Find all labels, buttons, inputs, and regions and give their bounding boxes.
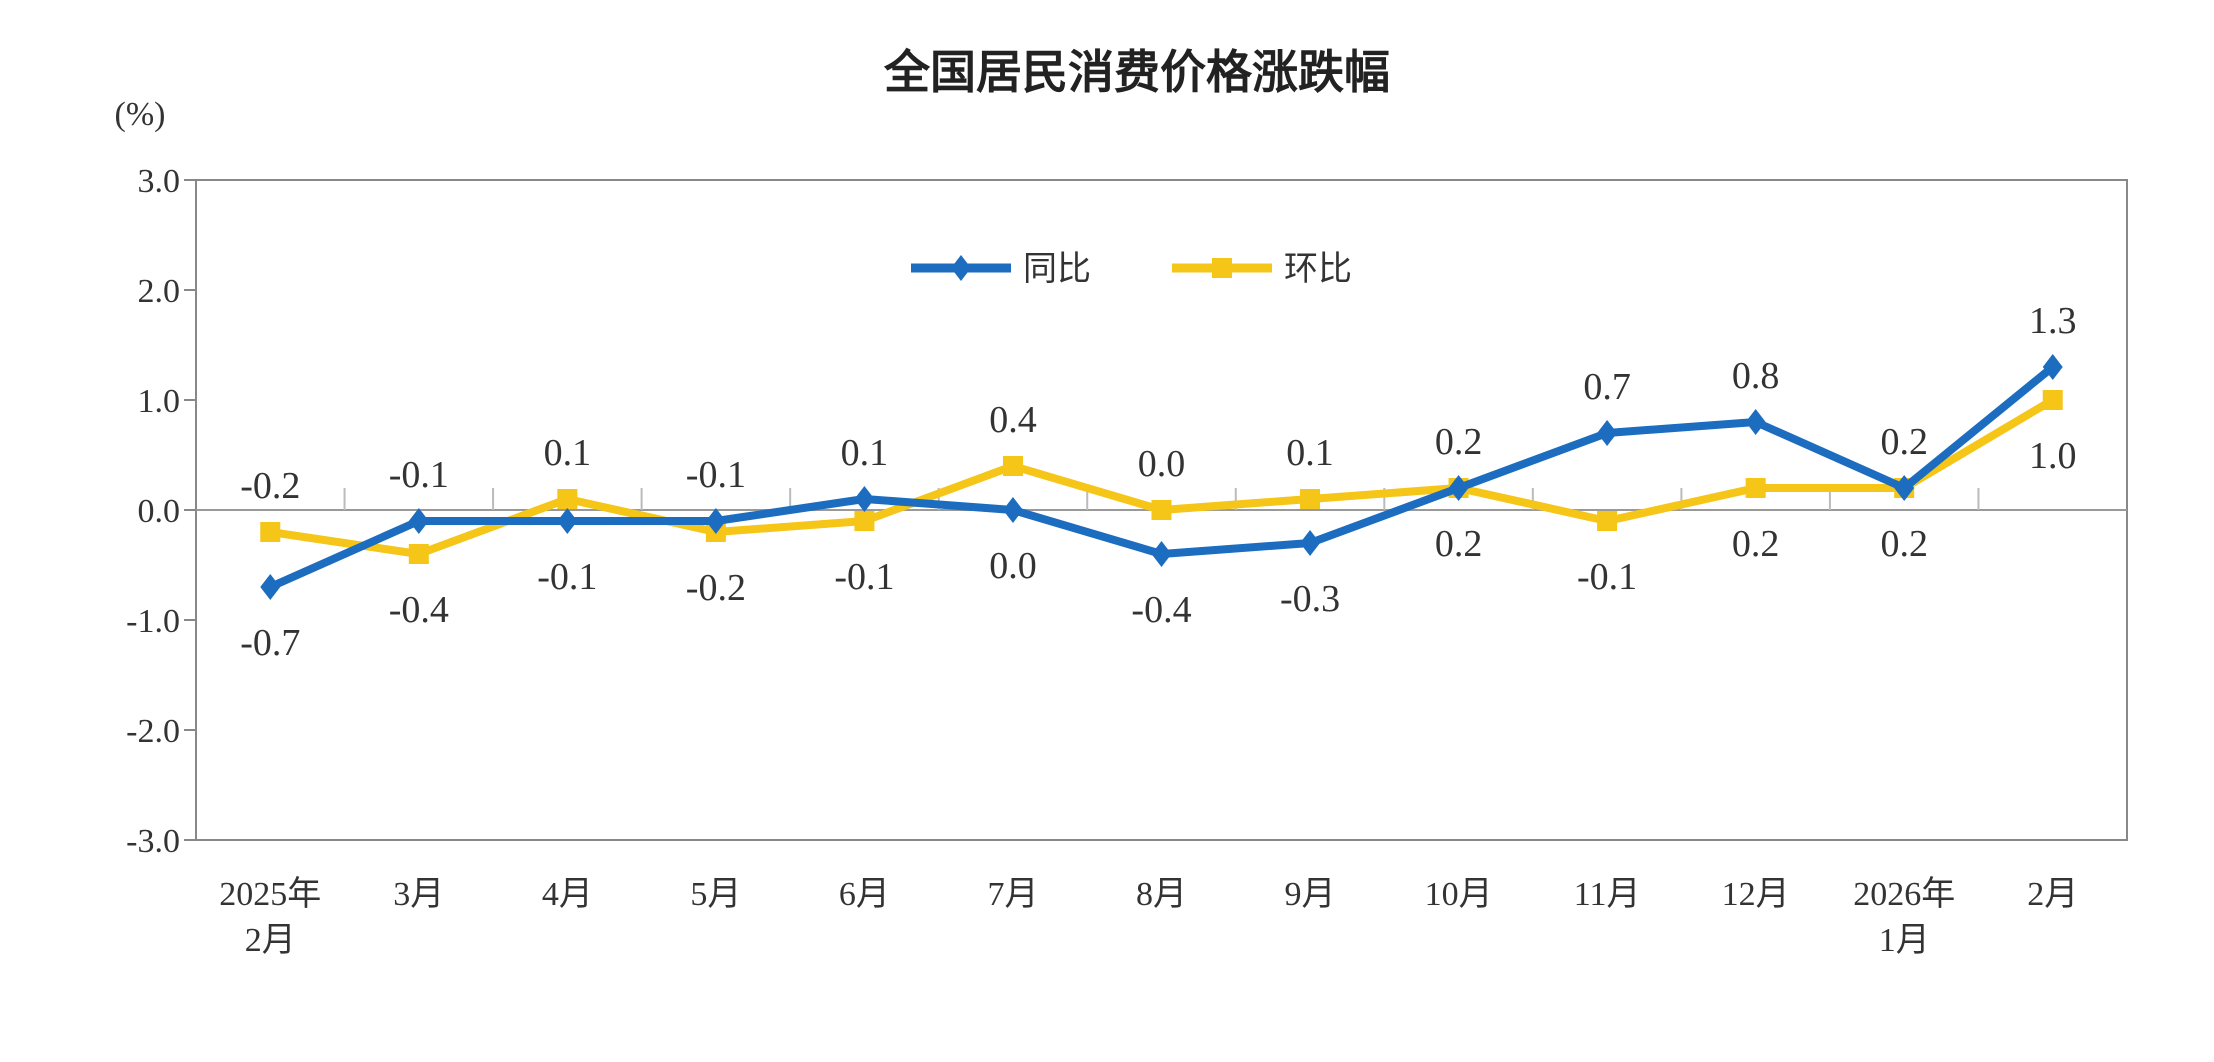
data-label: -0.1 <box>686 454 746 496</box>
data-point <box>2042 390 2063 410</box>
data-point <box>705 508 726 534</box>
x-tick-label: 6月 <box>839 876 890 913</box>
data-point <box>2042 354 2063 380</box>
data-point <box>408 508 429 534</box>
x-tick-label: 2月 <box>2027 876 2078 913</box>
data-label: 0.1 <box>841 432 889 474</box>
x-tick-label: 9月 <box>1285 876 1336 913</box>
data-label: -0.1 <box>1577 556 1637 598</box>
data-label: -0.2 <box>240 465 300 507</box>
data-label: -0.1 <box>389 454 449 496</box>
data-point <box>260 574 281 600</box>
x-tick-label: 7月 <box>987 876 1038 913</box>
data-label: 0.7 <box>1583 366 1631 408</box>
x-tick-label: 1月 <box>1879 922 1930 959</box>
data-point <box>1597 420 1618 446</box>
y-tick-label: 1.0 <box>138 383 181 420</box>
data-point <box>1448 475 1469 501</box>
data-label: -0.1 <box>537 556 597 598</box>
legend-marker <box>1212 258 1232 278</box>
chart-title: 全国居民消费价格涨跌幅 <box>883 45 1390 99</box>
data-label: 0.2 <box>1880 421 1928 463</box>
data-point <box>557 508 578 534</box>
data-label: 0.2 <box>1435 421 1483 463</box>
data-point <box>1002 497 1023 523</box>
data-label: 0.0 <box>989 545 1037 587</box>
legend-marker <box>951 255 971 281</box>
data-label: 0.2 <box>1880 523 1928 565</box>
x-tick-label: 3月 <box>393 876 444 913</box>
y-tick-label: -1.0 <box>126 603 180 640</box>
data-point <box>408 544 429 564</box>
x-tick-label: 4月 <box>542 876 593 913</box>
x-tick-label: 8月 <box>1136 876 1187 913</box>
x-tick-label: 2月 <box>245 922 296 959</box>
data-point <box>1151 541 1172 567</box>
y-tick-label: 2.0 <box>138 273 181 310</box>
data-label: 0.1 <box>1286 432 1334 474</box>
y-tick-label: -2.0 <box>126 713 180 750</box>
data-label: 1.0 <box>2029 435 2077 477</box>
legend-label: 同比 <box>1023 249 1091 289</box>
data-point <box>854 486 875 512</box>
data-point <box>1300 530 1321 556</box>
data-point <box>1002 456 1023 476</box>
data-label: -0.4 <box>389 589 449 631</box>
data-label: -0.3 <box>1280 578 1340 620</box>
data-label: 0.8 <box>1732 355 1780 397</box>
data-point <box>1745 409 1766 435</box>
data-label: 0.2 <box>1732 523 1780 565</box>
data-label: 0.1 <box>544 432 592 474</box>
x-tick-label: 2025年 <box>219 875 321 913</box>
data-point <box>557 489 578 509</box>
x-tick-label: 5月 <box>690 876 741 913</box>
data-label: -0.1 <box>834 556 894 598</box>
data-point <box>260 522 281 542</box>
y-tick-label: 0.0 <box>138 493 181 530</box>
data-label: -0.7 <box>240 622 300 664</box>
y-axis-unit-label: (%) <box>115 96 166 133</box>
x-tick-label: 2026年 <box>1853 875 1955 913</box>
data-point <box>1300 489 1321 509</box>
legend-label: 环比 <box>1284 249 1352 289</box>
x-tick-label: 12月 <box>1722 876 1790 913</box>
data-point <box>1597 511 1618 531</box>
x-tick-label: 11月 <box>1574 876 1641 913</box>
data-label: -0.2 <box>686 567 746 609</box>
data-point <box>854 511 875 531</box>
y-tick-label: 3.0 <box>138 163 181 200</box>
x-tick-label: 10月 <box>1425 876 1493 913</box>
data-label: 1.3 <box>2029 300 2077 342</box>
data-point <box>1745 478 1766 498</box>
data-point <box>1894 475 1915 501</box>
data-label: -0.4 <box>1131 589 1191 631</box>
data-label: 0.0 <box>1138 443 1186 485</box>
data-label: 0.2 <box>1435 523 1483 565</box>
data-label: 0.4 <box>989 399 1037 441</box>
data-point <box>1151 500 1172 520</box>
y-tick-label: -3.0 <box>126 823 180 860</box>
